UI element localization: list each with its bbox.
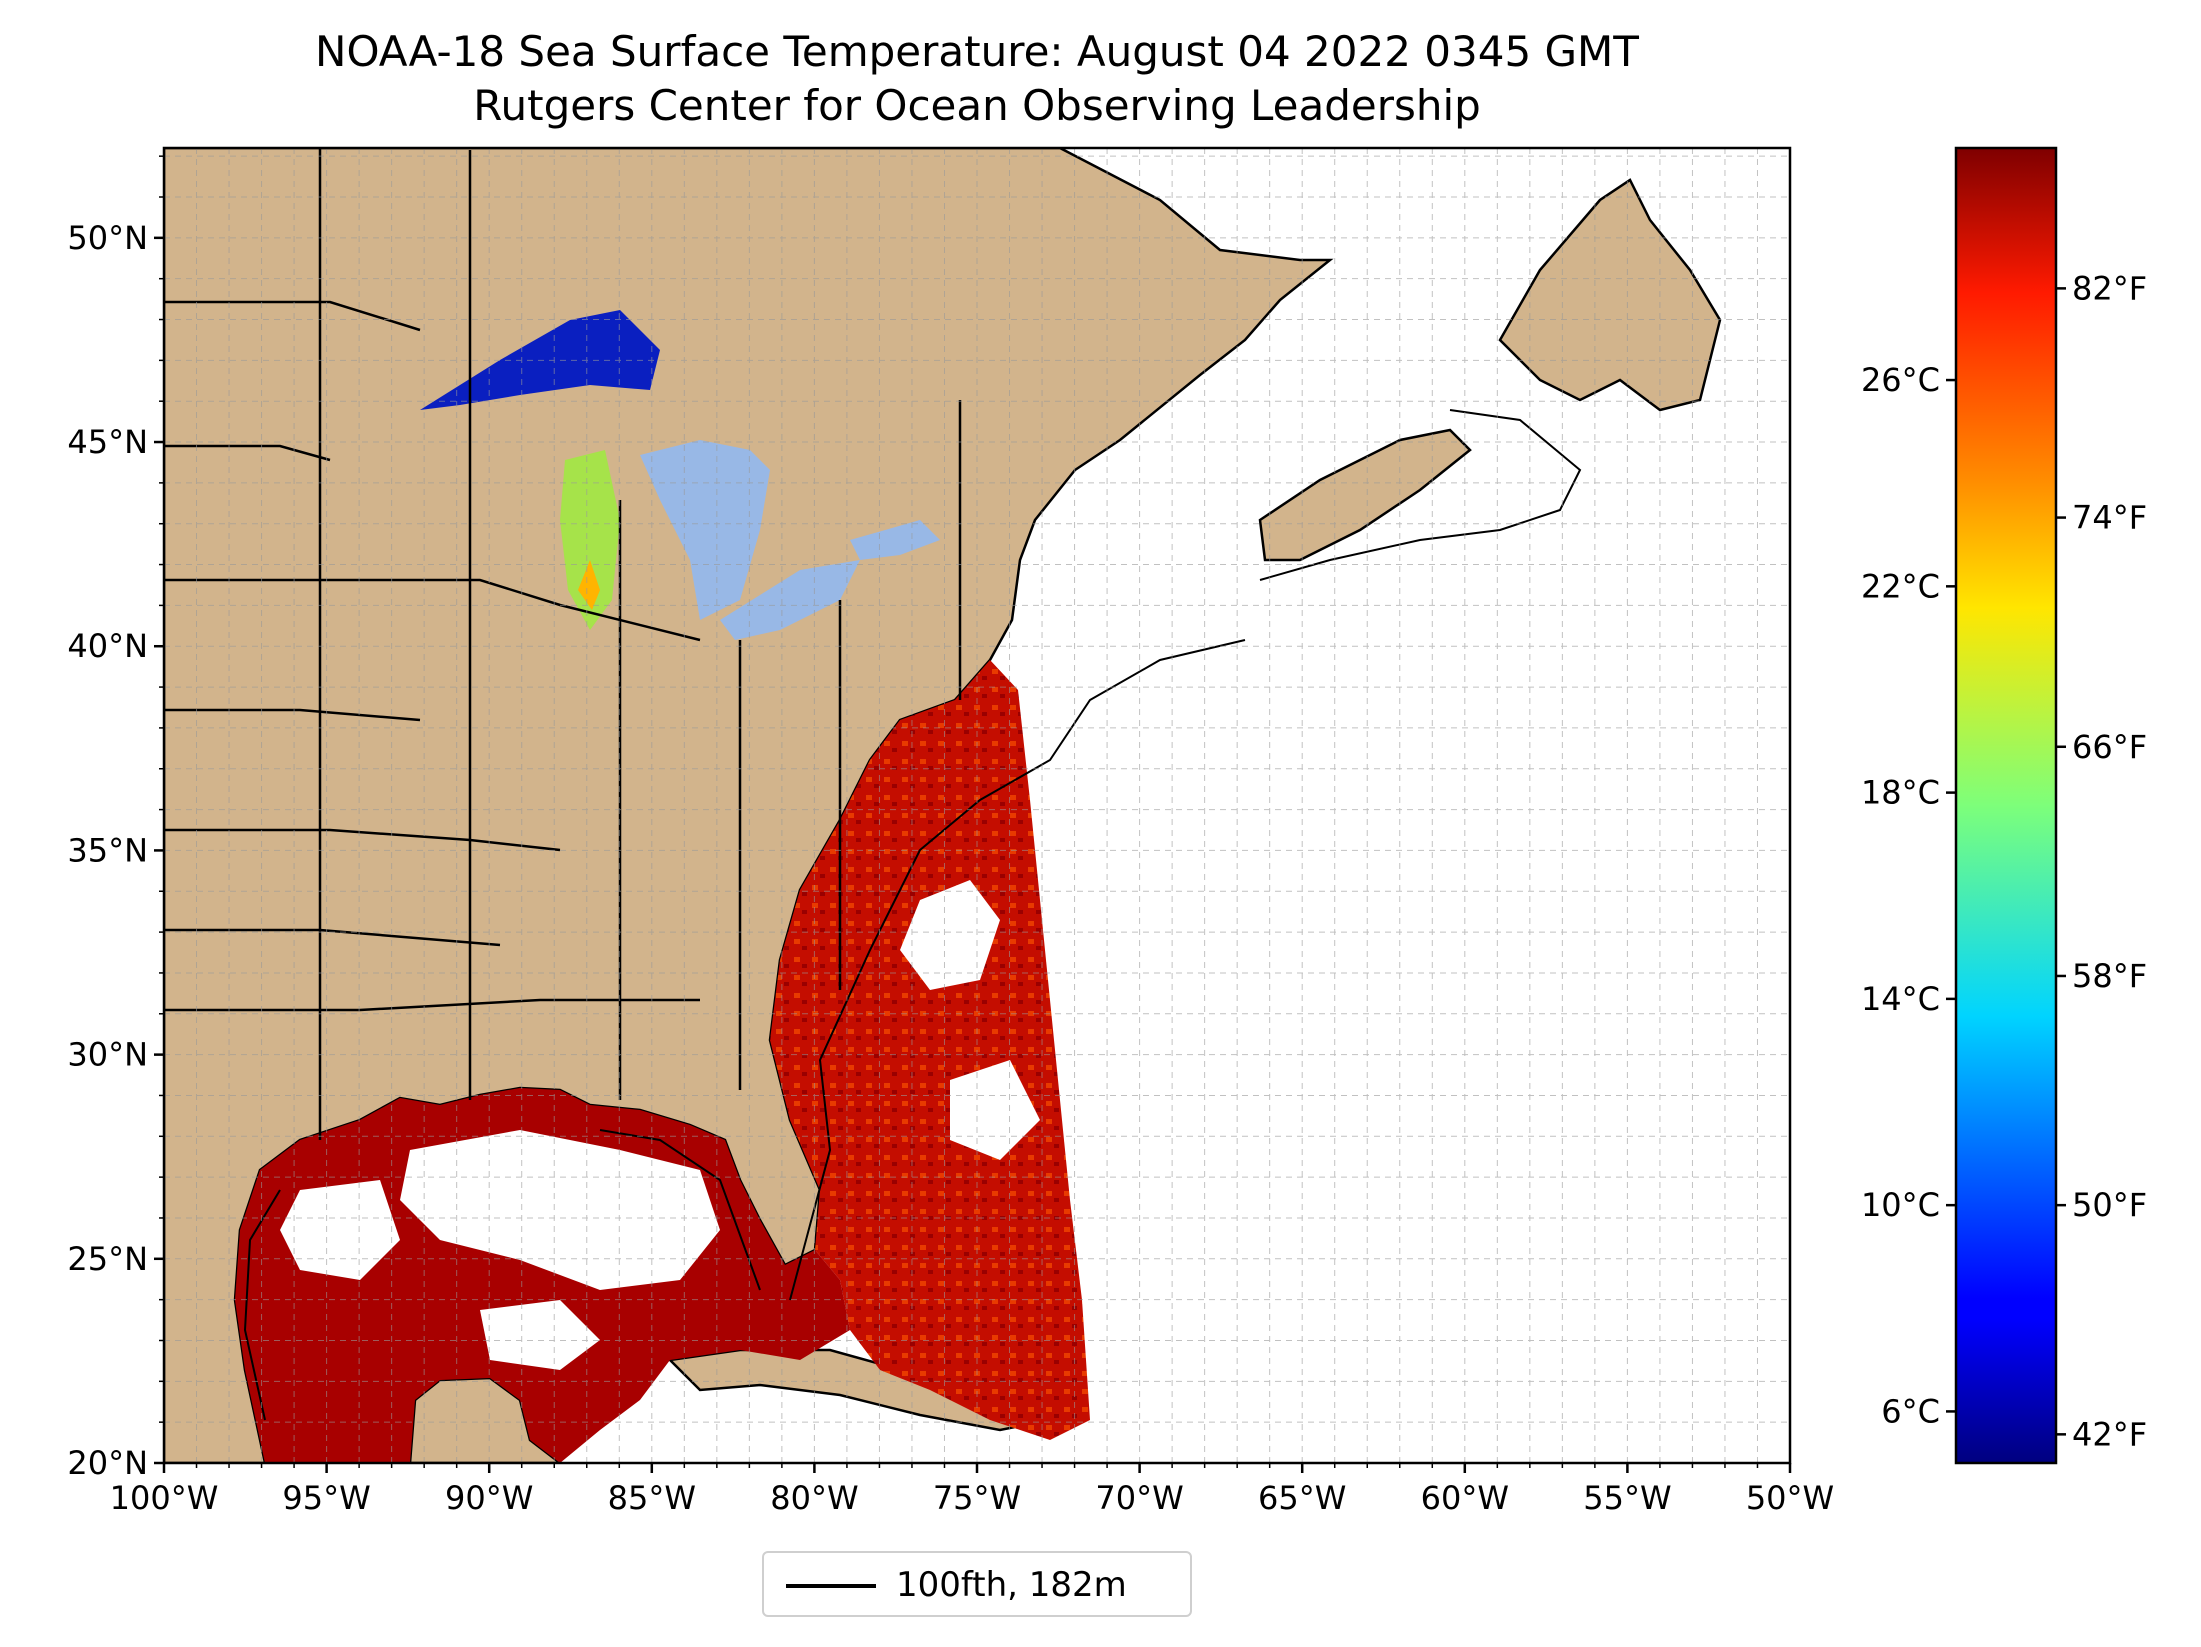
colorbar-celsius-label: 26°C [1861,361,1940,399]
lon-tick-label: 85°W [608,1479,696,1517]
sst-cloud-gap-atlantic-2 [950,1060,1040,1160]
lat-tick-label: 25°N [67,1240,148,1278]
lon-tick-label: 75°W [933,1479,1021,1517]
colorbar [1954,146,2058,1465]
lat-tick-label: 40°N [67,627,148,665]
colorbar-celsius-label: 22°C [1861,567,1940,605]
lon-tick-label: 60°W [1421,1479,1509,1517]
sst-cloud-gap-gulf-1 [400,1130,720,1290]
legend: 100fth, 182m [762,1551,1192,1617]
legend-line-swatch [786,1584,876,1588]
map-title: NOAA-18 Sea Surface Temperature: August … [315,27,1639,76]
colorbar-celsius-label: 10°C [1861,1186,1940,1224]
lon-tick-label: 70°W [1095,1479,1183,1517]
map-subtitle: Rutgers Center for Ocean Observing Leade… [473,81,1481,130]
political-borders [164,148,962,1140]
sst-cloud-gap-gulf-2 [280,1180,400,1280]
lat-tick-label: 35°N [67,831,148,869]
lon-tick-label: 100°W [110,1479,219,1517]
gridlines [164,148,1790,1463]
lon-tick-label: 90°W [445,1479,533,1517]
lat-tick-label: 50°N [67,219,148,257]
colorbar-celsius-label: 14°C [1861,980,1940,1018]
sst-cloud-gap-gulf-3 [480,1300,600,1370]
colorbar-celsius-label: 6°C [1881,1392,1940,1430]
colorbar-fahrenheit-label: 58°F [2072,957,2147,995]
lon-tick-label: 95°W [282,1479,370,1517]
lat-tick-label: 20°N [67,1444,148,1482]
lon-tick-label: 80°W [770,1479,858,1517]
lat-tick-label: 45°N [67,423,148,461]
colorbar-fahrenheit-label: 74°F [2072,499,2147,537]
lon-tick-label: 55°W [1583,1479,1671,1517]
lon-tick-label: 65°W [1258,1479,1346,1517]
colorbar-fahrenheit-label: 50°F [2072,1186,2147,1224]
great-lakes [420,310,940,640]
lat-tick-label: 30°N [67,1036,148,1074]
colorbar-celsius-label: 18°C [1861,774,1940,812]
colorbar-fahrenheit-label: 42°F [2072,1415,2147,1453]
legend-label: 100fth, 182m [896,1565,1127,1605]
lon-tick-label: 50°W [1746,1479,1834,1517]
colorbar-axes: 26°C 22°C 18°C 14°C 10°C 6°C 82°F 74°F 66°F 58°F 5… [1861,269,2147,1453]
colorbar-fahrenheit-label: 82°F [2072,269,2147,307]
sst-cloud-gap-atlantic-1 [900,880,1000,990]
colorbar-fahrenheit-label: 66°F [2072,728,2147,766]
land-nova-scotia [1258,428,1472,562]
